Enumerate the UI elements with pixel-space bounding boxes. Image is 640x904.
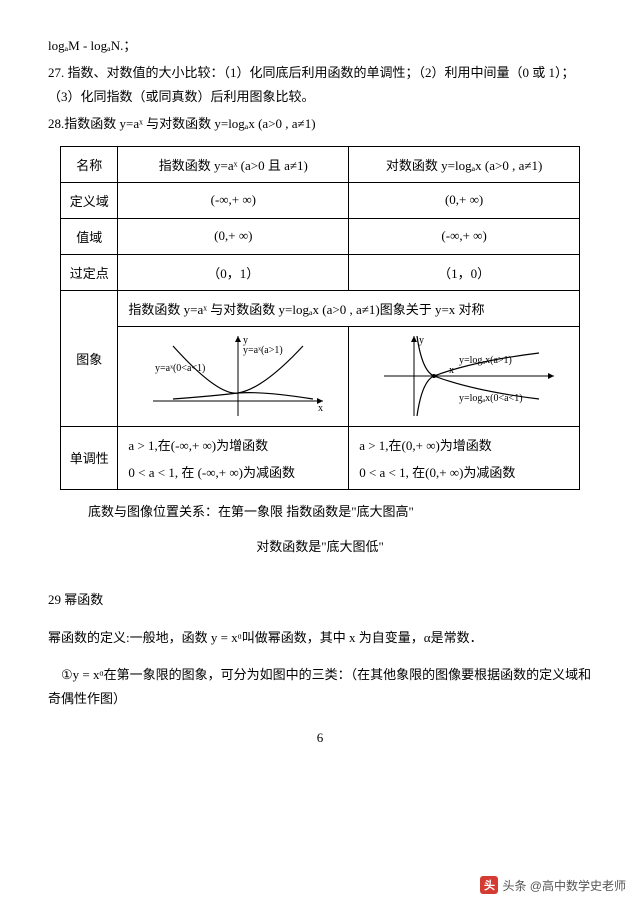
watermark-text: 头条 @高中数学史老师 bbox=[502, 877, 626, 894]
mono-log-1: a > 1,在(0,+ ∞)为增函数 bbox=[359, 435, 573, 454]
cell-mono-log: a > 1,在(0,+ ∞)为增函数 0 < a < 1, 在(0,+ ∞)为减… bbox=[349, 426, 580, 489]
note-line-2: 对数函数是"底大图低" bbox=[48, 535, 592, 558]
log-graph-svg: y=logₐx(a>1) y=logₐx(0<a<1) x y bbox=[364, 331, 564, 421]
cell-graph-exp: y=aˣ(0<a<1) y=aˣ(a>1) x y bbox=[118, 326, 349, 426]
cell-domain-label: 定义域 bbox=[61, 182, 118, 218]
exp-y-axis: y bbox=[243, 335, 248, 346]
cell-graph-log: y=logₐx(a>1) y=logₐx(0<a<1) x y bbox=[349, 326, 580, 426]
log-y-axis: y bbox=[419, 335, 424, 346]
item-27: 27. 指数、对数值的大小比较：（1）化同底后利用函数的单调性；（2）利用中间量… bbox=[48, 61, 592, 108]
cell-point-label: 过定点 bbox=[61, 254, 118, 290]
cell-domain-log: (0,+ ∞) bbox=[349, 182, 580, 218]
exp-left-label: y=aˣ(0<a<1) bbox=[155, 363, 205, 374]
cell-mono-exp: a > 1,在(-∞,+ ∞)为增函数 0 < a < 1, 在 (-∞,+ ∞… bbox=[118, 426, 349, 489]
table-row: 单调性 a > 1,在(-∞,+ ∞)为增函数 0 < a < 1, 在 (-∞… bbox=[61, 426, 580, 489]
cell-range-log: (-∞,+ ∞) bbox=[349, 218, 580, 254]
cell-graph-note: 指数函数 y=aˣ 与对数函数 y=logₐx (a>0 , a≠1)图象关于 … bbox=[118, 290, 580, 326]
log-x-axis: x bbox=[449, 365, 454, 376]
table-row: 图象 指数函数 y=aˣ 与对数函数 y=logₐx (a>0 , a≠1)图象… bbox=[61, 290, 580, 326]
mono-exp-2: 0 < a < 1, 在 (-∞,+ ∞)为减函数 bbox=[128, 462, 342, 481]
watermark: 头 头条 @高中数学史老师 bbox=[480, 876, 626, 894]
cell-point-exp: （0，1） bbox=[118, 254, 349, 290]
cell-exp-header: 指数函数 y=aˣ (a>0 且 a≠1) bbox=[118, 146, 349, 182]
table-row: 定义域 (-∞,+ ∞) (0,+ ∞) bbox=[61, 182, 580, 218]
mono-log-2: 0 < a < 1, 在(0,+ ∞)为减函数 bbox=[359, 462, 573, 481]
mono-exp-1: a > 1,在(-∞,+ ∞)为增函数 bbox=[128, 435, 342, 454]
log-bot-label: y=logₐx(0<a<1) bbox=[459, 393, 523, 404]
cell-mono-label: 单调性 bbox=[61, 426, 118, 489]
item-29-sub: ①y = xᵅ在第一象限的图象，可分为如图中的三类：（在其他象限的图像要根据函数… bbox=[48, 663, 592, 710]
cell-log-header: 对数函数 y=logₐx (a>0 , a≠1) bbox=[349, 146, 580, 182]
cell-name-label: 名称 bbox=[61, 146, 118, 182]
exp-graph-svg: y=aˣ(0<a<1) y=aˣ(a>1) x y bbox=[133, 331, 333, 421]
item-29-def: 幂函数的定义:一般地，函数 y = xᵅ叫做幂函数，其中 x 为自变量，α是常数… bbox=[48, 626, 592, 649]
exp-right-label: y=aˣ(a>1) bbox=[243, 345, 283, 356]
cell-graph-label: 图象 bbox=[61, 290, 118, 426]
table-row: 值域 (0,+ ∞) (-∞,+ ∞) bbox=[61, 218, 580, 254]
table-row: 名称 指数函数 y=aˣ (a>0 且 a≠1) 对数函数 y=logₐx (a… bbox=[61, 146, 580, 182]
cell-domain-exp: (-∞,+ ∞) bbox=[118, 182, 349, 218]
table-row: 过定点 （0，1） （1，0） bbox=[61, 254, 580, 290]
item-28-title: 28.指数函数 y=aˣ 与对数函数 y=logₐx (a>0 , a≠1) bbox=[48, 112, 592, 135]
cell-point-log: （1，0） bbox=[349, 254, 580, 290]
comparison-table: 名称 指数函数 y=aˣ (a>0 且 a≠1) 对数函数 y=logₐx (a… bbox=[60, 146, 580, 490]
log-top-label: y=logₐx(a>1) bbox=[459, 355, 512, 366]
table-row: y=aˣ(0<a<1) y=aˣ(a>1) x y y=logₐx(a>1) y… bbox=[61, 326, 580, 426]
note-line-1: 底数与图像位置关系：在第一象限 指数函数是"底大图高" bbox=[88, 500, 592, 523]
item-29-title: 29 幂函数 bbox=[48, 588, 592, 611]
page-number: 6 bbox=[48, 730, 592, 746]
cell-range-label: 值域 bbox=[61, 218, 118, 254]
formula-line: logₐM - logₐN.； bbox=[48, 34, 592, 57]
watermark-icon: 头 bbox=[480, 876, 498, 894]
cell-range-exp: (0,+ ∞) bbox=[118, 218, 349, 254]
exp-x-axis: x bbox=[318, 403, 323, 414]
